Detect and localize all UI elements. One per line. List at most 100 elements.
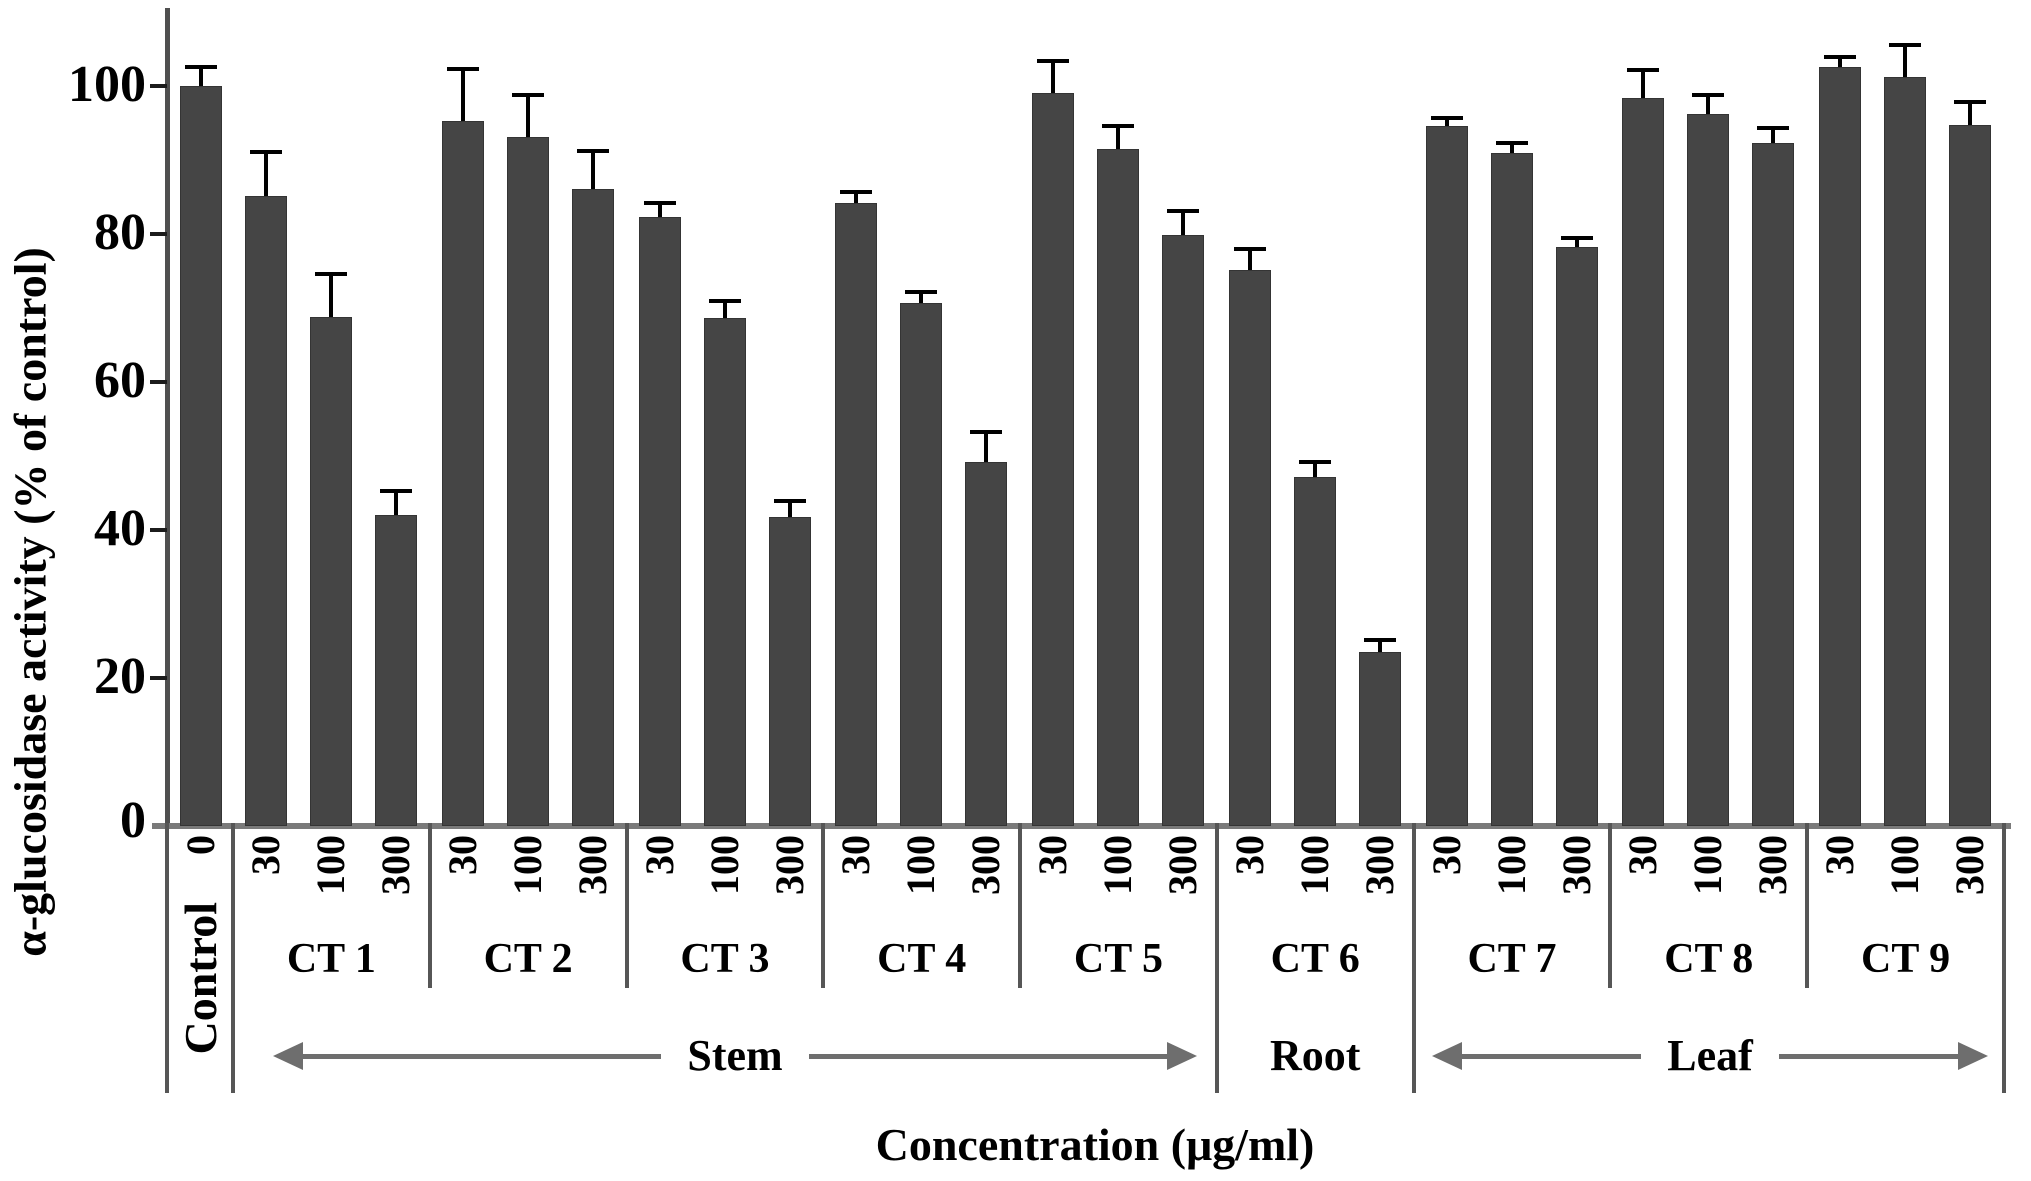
- error-bar-cap: [250, 150, 282, 155]
- concentration-label: 30: [1226, 835, 1272, 875]
- table-divider: [165, 823, 169, 1093]
- error-bar-stem: [1968, 103, 1973, 126]
- group-label: CT 9: [1860, 936, 1951, 982]
- error-bar-stem: [1771, 128, 1776, 143]
- error-bar-stem: [787, 501, 792, 517]
- y-axis-tick-label: 40: [94, 499, 146, 557]
- error-bar-cap: [185, 64, 217, 69]
- error-bar-stem: [264, 153, 268, 197]
- error-bar-cap: [708, 299, 741, 304]
- concentration-label: 0: [178, 835, 223, 855]
- group-label: CT 2: [483, 936, 573, 982]
- concentration-label: 100: [504, 835, 550, 895]
- error-bar-stem: [1509, 143, 1514, 154]
- error-bar-stem: [1444, 118, 1449, 126]
- bar-ct-3-30: [638, 216, 681, 826]
- error-bar-stem: [984, 433, 989, 462]
- bar-ct-5-30: [1032, 93, 1075, 826]
- error-bar-stem: [329, 275, 333, 317]
- error-bar-stem: [1641, 71, 1646, 98]
- error-bar-cap: [1363, 638, 1396, 642]
- error-bar-cap: [1692, 92, 1725, 97]
- arrowhead-left-icon: [273, 1042, 303, 1070]
- concentration-label: 100: [898, 835, 944, 895]
- error-bar-stem: [460, 70, 465, 121]
- error-bar-stem: [1181, 211, 1186, 236]
- concentration-label: 300: [766, 835, 812, 895]
- bar-ct-4-300: [965, 461, 1008, 826]
- error-bar-stem: [525, 96, 530, 138]
- bar-ct-4-30: [835, 202, 878, 826]
- y-axis-tick-label: 100: [68, 55, 146, 113]
- bar-ct-9-100: [1884, 77, 1927, 826]
- control-label: Control: [175, 902, 226, 1055]
- table-divider: [1411, 823, 1416, 1093]
- error-bar-cap: [1037, 58, 1070, 63]
- error-bar-cap: [1495, 140, 1528, 145]
- table-divider: [1608, 823, 1613, 988]
- concentration-label: 30: [636, 835, 682, 875]
- bar-ct-1-300: [375, 515, 417, 826]
- arrowhead-right-icon: [1958, 1042, 1988, 1070]
- y-axis-tick: [150, 676, 167, 680]
- y-axis-line: [165, 8, 170, 825]
- table-divider: [231, 823, 235, 1093]
- bar-ct-8-100: [1687, 114, 1730, 826]
- arrow-line: [1778, 1053, 1958, 1059]
- bar-ct-8-300: [1752, 142, 1795, 826]
- bar-ct-7-30: [1425, 125, 1468, 826]
- concentration-label: 30: [1620, 835, 1666, 875]
- arrowhead-right-icon: [1167, 1042, 1197, 1070]
- arrowhead-left-icon: [1432, 1042, 1462, 1070]
- concentration-label: 100: [1882, 835, 1928, 895]
- concentration-label: 300: [963, 835, 1009, 895]
- concentration-label: 300: [569, 835, 615, 895]
- bar-ct-5-100: [1097, 148, 1140, 826]
- group-label: CT 3: [680, 936, 770, 982]
- error-bar-cap: [1102, 123, 1135, 128]
- error-bar-stem: [722, 302, 727, 319]
- error-bar-stem: [919, 293, 924, 303]
- bar-ct-4-100: [900, 302, 943, 826]
- bar-ct-3-100: [703, 318, 746, 826]
- error-bar-stem: [1116, 126, 1121, 149]
- concentration-label: 300: [1160, 835, 1206, 895]
- y-axis-tick-label: 20: [94, 647, 146, 705]
- error-bar-stem: [1838, 57, 1843, 67]
- error-bar-stem: [1247, 249, 1252, 270]
- x-axis-title: Concentration (μg/ml): [875, 1119, 1315, 1170]
- error-bar-cap: [1233, 246, 1266, 251]
- error-bar-cap: [380, 488, 412, 493]
- concentration-label: 30: [1030, 835, 1076, 875]
- arrow-line: [303, 1053, 662, 1059]
- error-bar-cap: [315, 272, 347, 277]
- group-label: CT 7: [1467, 936, 1557, 982]
- bar-ct-9-300: [1949, 125, 1992, 826]
- error-bar-stem: [199, 67, 203, 86]
- table-divider: [1805, 823, 1810, 988]
- group-label: CT 1: [286, 936, 376, 982]
- error-bar-stem: [657, 203, 662, 217]
- section-row-leaf: Leaf: [1432, 1033, 1988, 1079]
- error-bar-stem: [394, 491, 398, 516]
- error-bar-cap: [840, 189, 873, 194]
- error-bar-cap: [1824, 54, 1857, 59]
- error-bar-stem: [1903, 46, 1908, 78]
- section-label: Stem: [687, 1031, 783, 1080]
- table-divider: [624, 823, 629, 988]
- table-divider: [1214, 823, 1219, 1093]
- bar-ct-6-30: [1228, 269, 1271, 826]
- bar-ct-3-300: [768, 516, 811, 826]
- bar-ct-7-100: [1490, 153, 1533, 826]
- error-bar-stem: [1574, 239, 1579, 248]
- group-label: CT 5: [1073, 936, 1163, 982]
- bar-ct-2-300: [571, 188, 614, 826]
- group-label: CT 4: [877, 936, 967, 982]
- error-bar-cap: [511, 93, 544, 98]
- bar-ct-2-100: [506, 137, 549, 826]
- concentration-label: 30: [439, 835, 485, 875]
- error-bar-cap: [1430, 115, 1463, 120]
- concentration-label: 300: [1356, 835, 1402, 895]
- error-bar-cap: [773, 498, 806, 503]
